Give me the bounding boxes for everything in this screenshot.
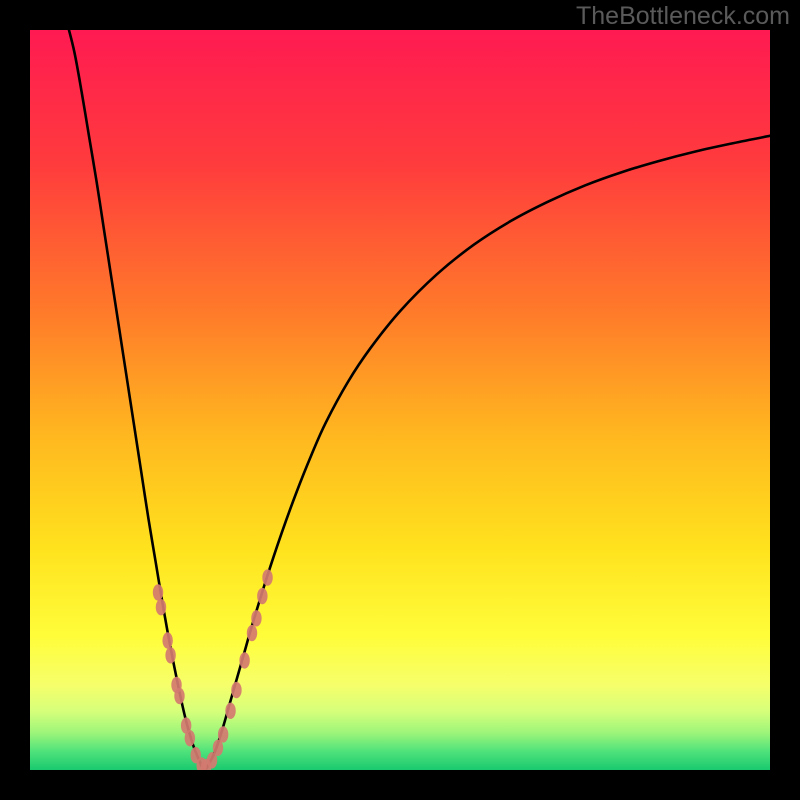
data-marker [257, 588, 267, 604]
data-marker [162, 632, 172, 648]
data-marker [153, 584, 163, 600]
data-marker [225, 703, 235, 719]
data-marker [247, 625, 257, 641]
watermark-text: TheBottleneck.com [576, 2, 790, 31]
chart-frame [0, 0, 800, 800]
data-marker [239, 652, 249, 668]
data-marker [185, 730, 195, 746]
bottleneck-curve-chart [0, 0, 800, 800]
data-marker [218, 726, 228, 742]
data-marker [174, 688, 184, 704]
data-marker [165, 647, 175, 663]
data-marker [251, 610, 261, 626]
data-marker [262, 569, 272, 585]
data-marker [156, 599, 166, 615]
data-marker [231, 682, 241, 698]
